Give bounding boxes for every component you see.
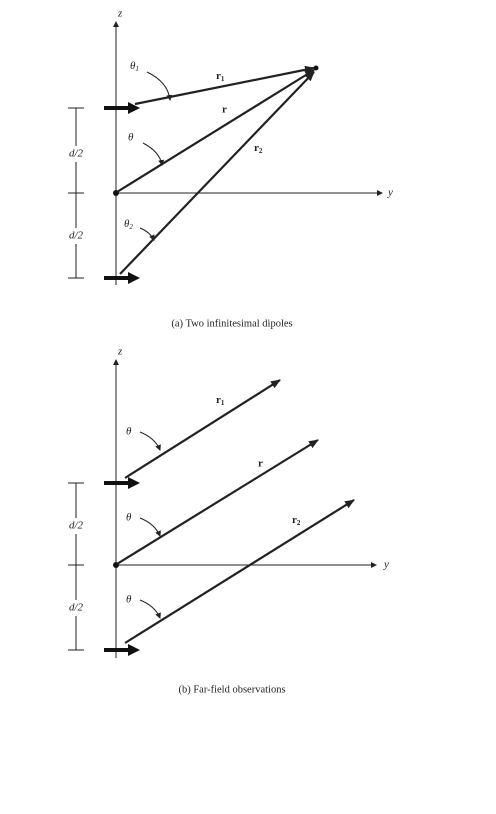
z-label: z [117, 346, 123, 358]
subscript: 1 [221, 399, 225, 407]
vector-r1 [134, 65, 315, 106]
angle-arc [142, 142, 165, 166]
r2-label: r2 [254, 142, 263, 155]
symbol: r [216, 70, 221, 82]
diagram-b: z y r1 r r2 θ θ θ d/2 d/2 (b) Far-field … [60, 346, 389, 695]
subscript: 1 [135, 65, 139, 73]
label-bg [60, 600, 92, 616]
d-label: d/2 [69, 148, 84, 160]
symbol: r [254, 142, 259, 154]
r1-label: r1 [216, 394, 225, 407]
dimension [68, 107, 84, 279]
label-bg [60, 228, 92, 244]
subscript: 2 [297, 519, 301, 527]
d-label: d/2 [69, 520, 84, 532]
label-bg [60, 146, 92, 162]
dimension [68, 482, 84, 651]
angle-arc [139, 431, 161, 451]
z-label: z [117, 8, 123, 20]
vector-r [116, 439, 319, 565]
subscript: 2 [259, 147, 263, 155]
angle-arc [139, 517, 161, 537]
theta2-label: θ2 [124, 218, 133, 231]
symbol: r [216, 394, 221, 406]
symbol: r [292, 514, 297, 526]
observation-point [313, 65, 319, 71]
caption: (b) Far-field observations [178, 684, 285, 695]
vector-r2 [124, 499, 355, 644]
theta-label: θ [126, 512, 132, 524]
symbol: θ [124, 218, 130, 230]
theta-label: θ [126, 426, 132, 438]
angle-arc [139, 227, 155, 241]
subscript: 1 [221, 75, 225, 83]
caption: (a) Two infinitesimal dipoles [171, 318, 292, 329]
vector-r1 [124, 379, 281, 479]
r2-label: r2 [292, 514, 301, 527]
d-label: d/2 [69, 602, 84, 614]
theta-label: θ [128, 132, 134, 144]
angle-arc [146, 71, 173, 101]
angle-arc [139, 599, 161, 619]
d-label: d/2 [69, 230, 84, 242]
r-label: r [222, 104, 227, 116]
r-label: r [258, 458, 263, 470]
r1-label: r1 [216, 70, 225, 83]
y-label: y [383, 559, 389, 571]
diagram-a: z y r1 r r2 θ1 θ θ2 d/2 d/2 (a) Two infi… [60, 8, 393, 329]
theta1-label: θ1 [130, 60, 139, 73]
theta-label: θ [126, 594, 132, 606]
symbol: θ [130, 60, 136, 72]
label-bg [60, 518, 92, 534]
vector-r [116, 69, 315, 193]
subscript: 2 [129, 223, 133, 231]
y-label: y [387, 187, 393, 199]
